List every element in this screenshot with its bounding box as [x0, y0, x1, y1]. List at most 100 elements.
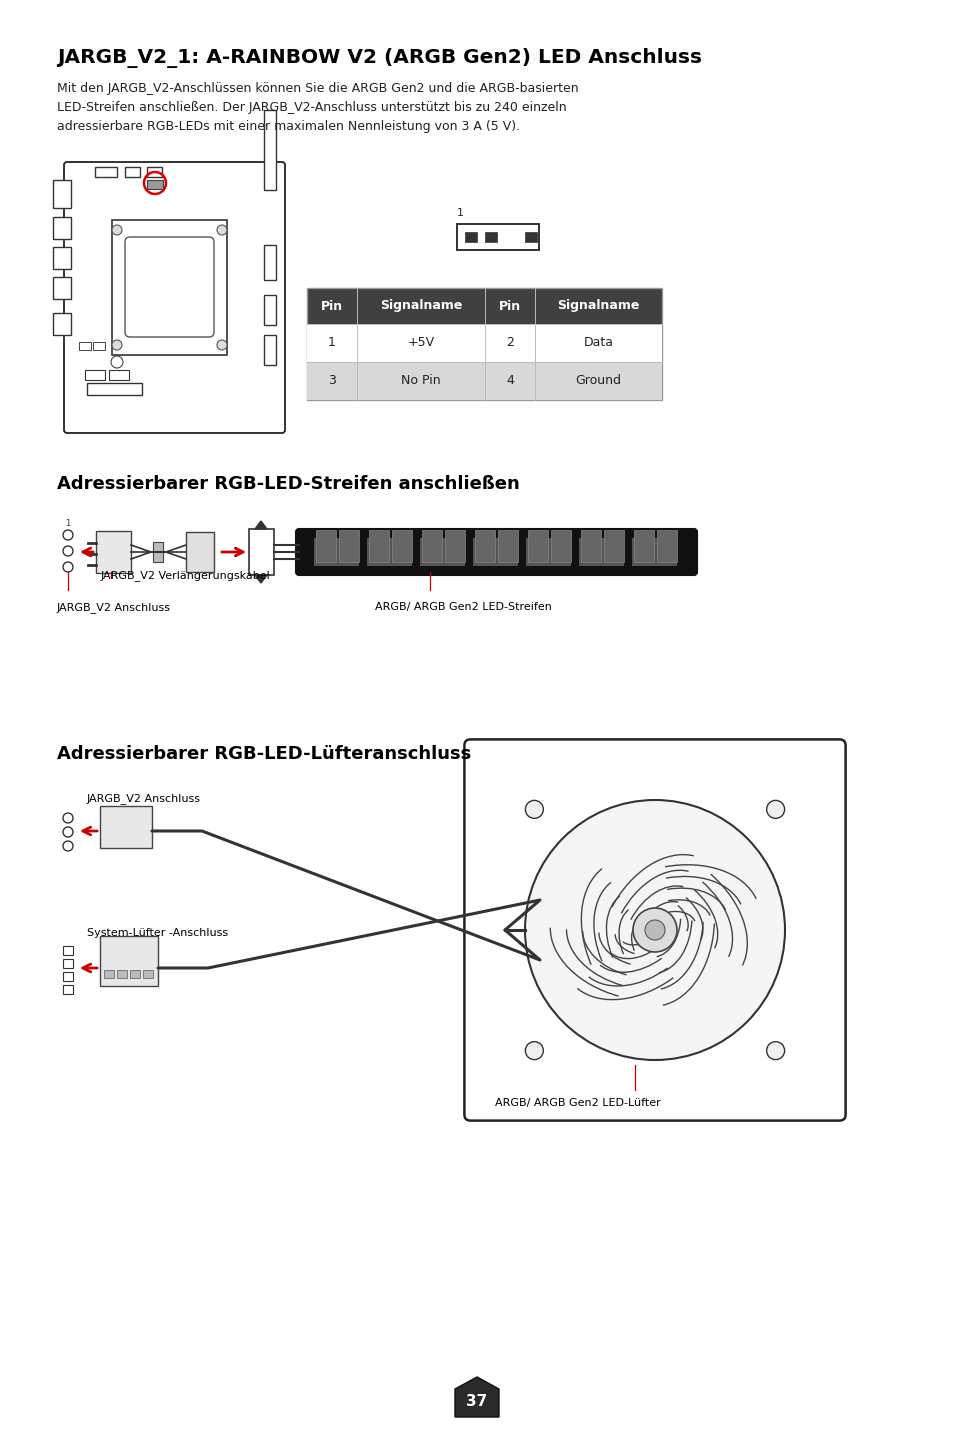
Bar [96, 531, 131, 573]
Bar [264, 245, 275, 281]
Bar [580, 530, 600, 561]
Circle shape [766, 800, 783, 818]
Bar [95, 168, 117, 178]
Text: JARGB_V2 Anschluss: JARGB_V2 Anschluss [57, 601, 171, 613]
FancyBboxPatch shape [295, 528, 697, 576]
Circle shape [63, 530, 73, 540]
Bar [392, 530, 412, 561]
Text: JARGB_V2 Anschluss: JARGB_V2 Anschluss [87, 793, 201, 803]
Bar [524, 232, 537, 242]
Bar [152, 541, 163, 561]
Bar [419, 538, 464, 566]
Bar [525, 538, 571, 566]
Bar [249, 528, 274, 576]
Bar [147, 168, 162, 178]
Bar [497, 530, 517, 561]
Circle shape [525, 800, 543, 818]
Bar [535, 324, 661, 362]
Bar [456, 223, 538, 251]
Circle shape [216, 339, 227, 349]
Circle shape [63, 813, 73, 823]
Circle shape [633, 908, 677, 952]
Bar [367, 538, 412, 566]
Text: Adressierbarer RGB-LED-Lüfteranschluss: Adressierbarer RGB-LED-Lüfteranschluss [57, 745, 471, 763]
Bar [527, 530, 547, 561]
Text: Signalname: Signalname [557, 299, 639, 312]
Bar [63, 959, 73, 968]
Bar [100, 806, 152, 848]
Text: 1: 1 [65, 518, 71, 528]
Text: 1: 1 [456, 208, 463, 218]
Text: 1: 1 [328, 337, 335, 349]
Bar [369, 530, 389, 561]
Text: 37: 37 [466, 1393, 487, 1409]
Bar [535, 362, 661, 400]
Text: JARGB_V2_1: A-RAINBOW V2 (ARGB Gen2) LED Anschluss: JARGB_V2_1: A-RAINBOW V2 (ARGB Gen2) LED… [57, 49, 701, 67]
Bar [109, 369, 129, 379]
Bar [53, 246, 71, 269]
Text: 3: 3 [328, 375, 335, 388]
Bar [143, 969, 152, 978]
Bar [356, 324, 484, 362]
Circle shape [766, 1041, 783, 1060]
Bar [104, 969, 113, 978]
Bar [53, 218, 71, 239]
Circle shape [644, 919, 664, 939]
Bar [307, 288, 356, 324]
Bar [186, 533, 213, 571]
Polygon shape [254, 521, 267, 528]
Bar [63, 985, 73, 994]
Bar [117, 969, 127, 978]
Bar [464, 232, 476, 242]
Bar [130, 969, 140, 978]
Bar [484, 324, 535, 362]
Bar [551, 530, 571, 561]
Bar [264, 110, 275, 190]
Circle shape [524, 800, 784, 1060]
Text: Signalname: Signalname [379, 299, 461, 312]
Bar [484, 362, 535, 400]
Bar [657, 530, 677, 561]
Bar [125, 168, 140, 178]
Bar [307, 288, 661, 400]
Bar [53, 314, 71, 335]
Text: +5V: +5V [407, 337, 435, 349]
Bar [338, 530, 358, 561]
Bar [484, 288, 535, 324]
Bar [92, 342, 105, 349]
Text: Ground: Ground [575, 375, 620, 388]
Text: ARGB/ ARGB Gen2 LED-Streifen: ARGB/ ARGB Gen2 LED-Streifen [375, 601, 551, 611]
Bar [356, 288, 484, 324]
Text: No Pin: No Pin [401, 375, 440, 388]
Bar [264, 335, 275, 365]
FancyBboxPatch shape [464, 739, 844, 1121]
Circle shape [63, 546, 73, 556]
Bar [112, 221, 227, 355]
Text: 2: 2 [505, 337, 514, 349]
Text: ARGB/ ARGB Gen2 LED-Lüfter: ARGB/ ARGB Gen2 LED-Lüfter [495, 1098, 660, 1108]
Bar [147, 180, 163, 189]
Bar [314, 538, 358, 566]
Polygon shape [455, 1378, 498, 1418]
Text: 4: 4 [505, 375, 514, 388]
Text: JARGB_V2 Verlängerungskabel: JARGB_V2 Verlängerungskabel [101, 570, 271, 581]
Polygon shape [254, 576, 267, 583]
Bar [79, 342, 91, 349]
Text: System-Lüfter -Anschluss: System-Lüfter -Anschluss [87, 928, 228, 938]
Text: Adressierbarer RGB-LED-Streifen anschließen: Adressierbarer RGB-LED-Streifen anschlie… [57, 475, 519, 493]
Circle shape [216, 225, 227, 235]
Bar [603, 530, 623, 561]
Bar [100, 937, 158, 987]
Bar [535, 288, 661, 324]
Bar [315, 530, 335, 561]
Text: Mit den JARGB_V2-Anschlüssen können Sie die ARGB Gen2 und die ARGB-basierten
LED: Mit den JARGB_V2-Anschlüssen können Sie … [57, 82, 578, 133]
Circle shape [63, 561, 73, 571]
Circle shape [525, 1041, 543, 1060]
Bar [87, 382, 142, 395]
Bar [63, 947, 73, 955]
FancyBboxPatch shape [64, 162, 285, 432]
Bar [307, 362, 356, 400]
Text: Pin: Pin [320, 299, 343, 312]
Bar [307, 324, 356, 362]
Bar [484, 232, 497, 242]
